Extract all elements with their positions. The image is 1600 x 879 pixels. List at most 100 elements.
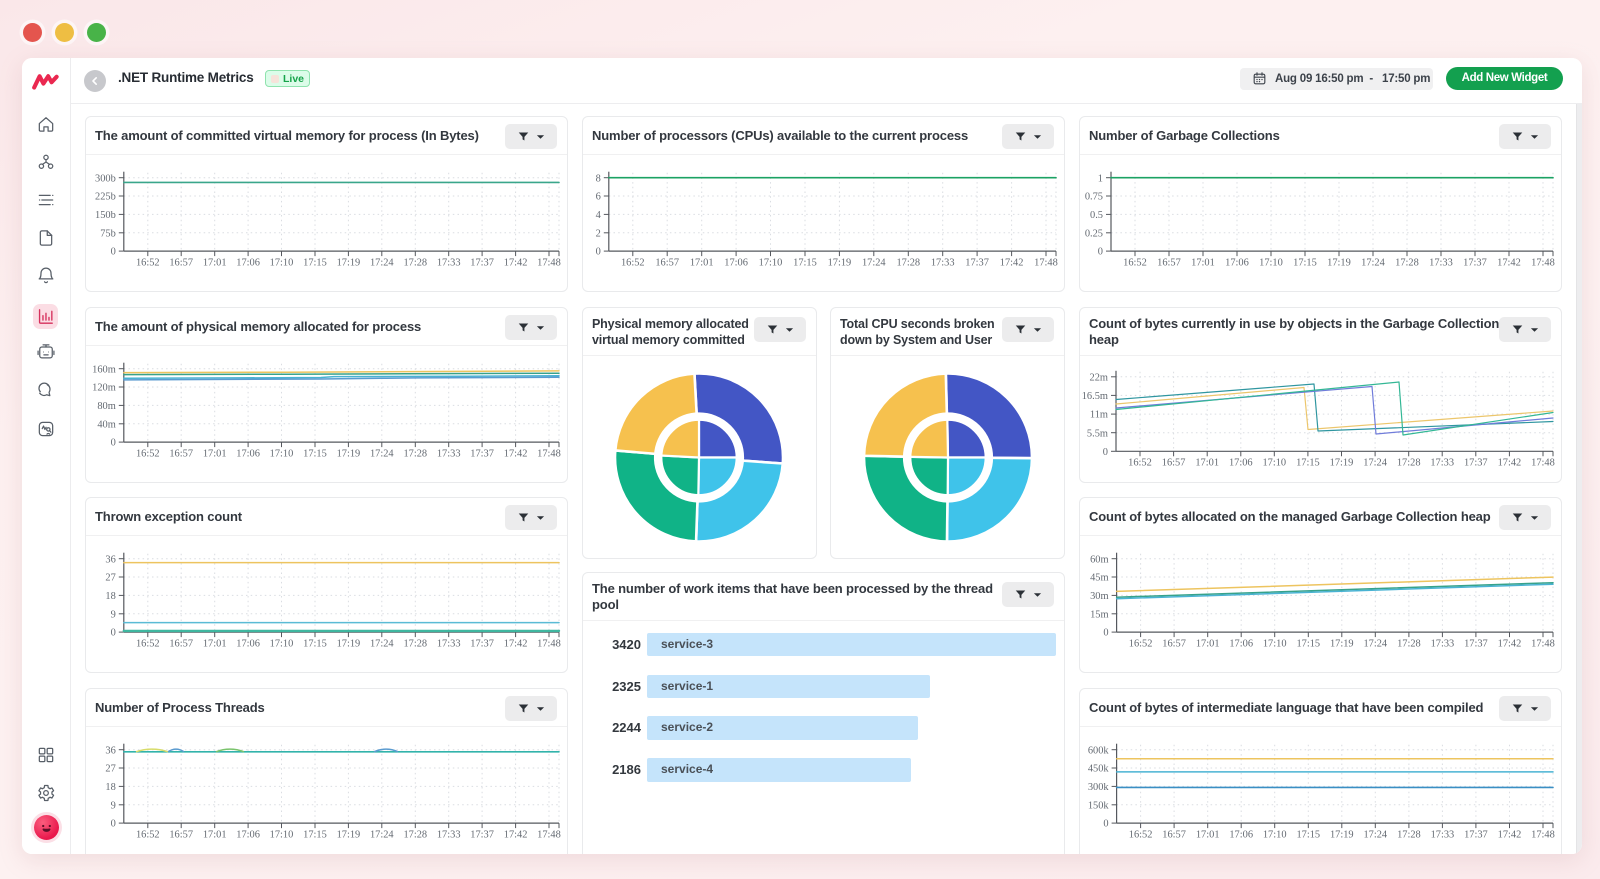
- svg-text:17:15: 17:15: [303, 638, 327, 649]
- svg-text:17:01: 17:01: [203, 257, 227, 268]
- svg-text:17:33: 17:33: [437, 257, 461, 268]
- svg-text:17:37: 17:37: [1464, 829, 1488, 840]
- svg-text:75b: 75b: [100, 228, 116, 239]
- svg-text:17:28: 17:28: [403, 829, 427, 840]
- svg-text:15m: 15m: [1090, 609, 1108, 620]
- svg-text:17:48: 17:48: [1531, 457, 1555, 468]
- svg-text:16:52: 16:52: [1123, 257, 1147, 268]
- svg-text:17:42: 17:42: [504, 829, 528, 840]
- svg-text:17:37: 17:37: [965, 257, 989, 268]
- svg-text:17:33: 17:33: [931, 257, 955, 268]
- svg-text:16:52: 16:52: [136, 638, 160, 649]
- svg-text:17:15: 17:15: [1293, 257, 1317, 268]
- svg-text:36: 36: [105, 745, 115, 756]
- svg-text:17:48: 17:48: [537, 638, 561, 649]
- svg-text:17:19: 17:19: [828, 257, 852, 268]
- svg-text:17:48: 17:48: [1531, 638, 1555, 649]
- svg-text:0: 0: [111, 438, 116, 449]
- svg-text:17:37: 17:37: [470, 257, 494, 268]
- svg-text:8: 8: [596, 173, 601, 184]
- svg-text:17:10: 17:10: [270, 448, 294, 459]
- svg-text:16.5m: 16.5m: [1082, 391, 1108, 402]
- svg-text:17:28: 17:28: [1397, 457, 1421, 468]
- svg-text:17:01: 17:01: [690, 257, 714, 268]
- svg-text:17:06: 17:06: [724, 257, 748, 268]
- svg-text:17:28: 17:28: [403, 638, 427, 649]
- svg-text:17:42: 17:42: [1497, 257, 1521, 268]
- svg-text:17:42: 17:42: [1498, 457, 1522, 468]
- svg-text:30m: 30m: [1090, 591, 1108, 602]
- svg-text:17:37: 17:37: [470, 448, 494, 459]
- svg-text:18: 18: [105, 782, 115, 793]
- svg-text:17:42: 17:42: [1498, 638, 1522, 649]
- svg-text:16:52: 16:52: [1128, 457, 1152, 468]
- svg-text:160m: 160m: [92, 364, 116, 375]
- svg-text:17:48: 17:48: [537, 257, 561, 268]
- svg-text:27: 27: [105, 764, 115, 775]
- svg-text:150b: 150b: [95, 210, 116, 221]
- svg-text:17:06: 17:06: [236, 638, 260, 649]
- svg-text:17:33: 17:33: [437, 829, 461, 840]
- svg-text:16:57: 16:57: [169, 638, 193, 649]
- svg-text:300b: 300b: [95, 173, 116, 184]
- svg-text:16:57: 16:57: [1162, 829, 1186, 840]
- svg-text:17:01: 17:01: [1196, 829, 1220, 840]
- svg-text:17:48: 17:48: [1531, 829, 1555, 840]
- svg-text:17:28: 17:28: [403, 448, 427, 459]
- svg-text:17:28: 17:28: [1397, 638, 1421, 649]
- svg-text:16:52: 16:52: [1129, 638, 1153, 649]
- svg-text:16:52: 16:52: [621, 257, 645, 268]
- svg-text:120m: 120m: [92, 383, 116, 394]
- svg-text:17:37: 17:37: [470, 638, 494, 649]
- svg-text:17:19: 17:19: [337, 448, 361, 459]
- svg-text:17:01: 17:01: [203, 448, 227, 459]
- svg-text:300k: 300k: [1088, 782, 1110, 793]
- svg-text:5.5m: 5.5m: [1087, 428, 1108, 439]
- svg-text:17:24: 17:24: [370, 257, 394, 268]
- svg-text:17:10: 17:10: [270, 257, 294, 268]
- svg-text:0.75: 0.75: [1085, 192, 1103, 203]
- svg-text:17:10: 17:10: [1263, 638, 1287, 649]
- svg-text:17:10: 17:10: [270, 638, 294, 649]
- svg-text:16:57: 16:57: [1157, 257, 1181, 268]
- svg-text:17:24: 17:24: [1361, 257, 1385, 268]
- svg-text:0: 0: [111, 819, 116, 830]
- svg-text:4: 4: [596, 210, 602, 221]
- svg-text:17:06: 17:06: [236, 829, 260, 840]
- svg-text:17:10: 17:10: [759, 257, 783, 268]
- svg-text:6: 6: [596, 192, 601, 203]
- svg-text:16:57: 16:57: [169, 448, 193, 459]
- svg-text:0: 0: [1103, 819, 1108, 830]
- svg-text:150k: 150k: [1088, 800, 1110, 811]
- svg-text:17:06: 17:06: [236, 448, 260, 459]
- svg-text:17:06: 17:06: [1229, 638, 1253, 649]
- svg-text:17:37: 17:37: [1464, 638, 1488, 649]
- svg-text:17:06: 17:06: [236, 257, 260, 268]
- svg-text:17:42: 17:42: [504, 638, 528, 649]
- svg-text:17:19: 17:19: [1327, 257, 1351, 268]
- svg-text:0: 0: [111, 247, 116, 258]
- svg-text:17:19: 17:19: [1330, 829, 1354, 840]
- svg-text:17:33: 17:33: [1431, 829, 1455, 840]
- svg-text:18: 18: [105, 591, 115, 602]
- svg-text:17:42: 17:42: [1000, 257, 1024, 268]
- svg-text:17:33: 17:33: [1429, 257, 1453, 268]
- svg-text:0: 0: [1103, 447, 1108, 458]
- svg-text:17:48: 17:48: [537, 448, 561, 459]
- svg-text:17:01: 17:01: [1195, 457, 1219, 468]
- svg-text:17:15: 17:15: [303, 257, 327, 268]
- svg-text:17:24: 17:24: [1363, 457, 1387, 468]
- svg-text:16:57: 16:57: [169, 829, 193, 840]
- svg-text:17:33: 17:33: [1431, 638, 1455, 649]
- svg-text:17:37: 17:37: [1464, 457, 1488, 468]
- svg-text:17:28: 17:28: [403, 257, 427, 268]
- svg-text:17:37: 17:37: [1463, 257, 1487, 268]
- svg-text:17:48: 17:48: [1034, 257, 1058, 268]
- svg-text:17:37: 17:37: [470, 829, 494, 840]
- svg-text:0: 0: [1098, 247, 1103, 258]
- svg-text:2: 2: [596, 228, 601, 239]
- svg-text:16:57: 16:57: [655, 257, 679, 268]
- svg-text:17:19: 17:19: [1330, 638, 1354, 649]
- svg-text:17:15: 17:15: [303, 829, 327, 840]
- svg-text:80m: 80m: [97, 401, 115, 412]
